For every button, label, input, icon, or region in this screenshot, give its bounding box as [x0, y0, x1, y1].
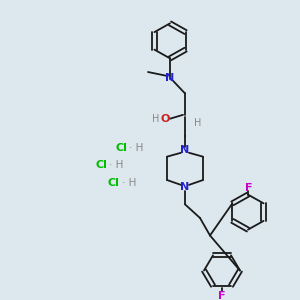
Text: Cl: Cl — [115, 143, 127, 153]
Text: F: F — [218, 291, 226, 300]
Text: H: H — [194, 118, 202, 128]
Text: · H: · H — [109, 160, 123, 170]
Text: Cl: Cl — [108, 178, 120, 188]
Text: · H: · H — [122, 178, 136, 188]
Text: · H: · H — [129, 143, 143, 153]
Text: O: O — [160, 114, 170, 124]
Text: N: N — [180, 145, 190, 155]
Text: H: H — [152, 114, 160, 124]
Text: N: N — [180, 182, 190, 192]
Text: Cl: Cl — [95, 160, 107, 170]
Text: N: N — [165, 73, 175, 83]
Text: F: F — [245, 183, 253, 193]
